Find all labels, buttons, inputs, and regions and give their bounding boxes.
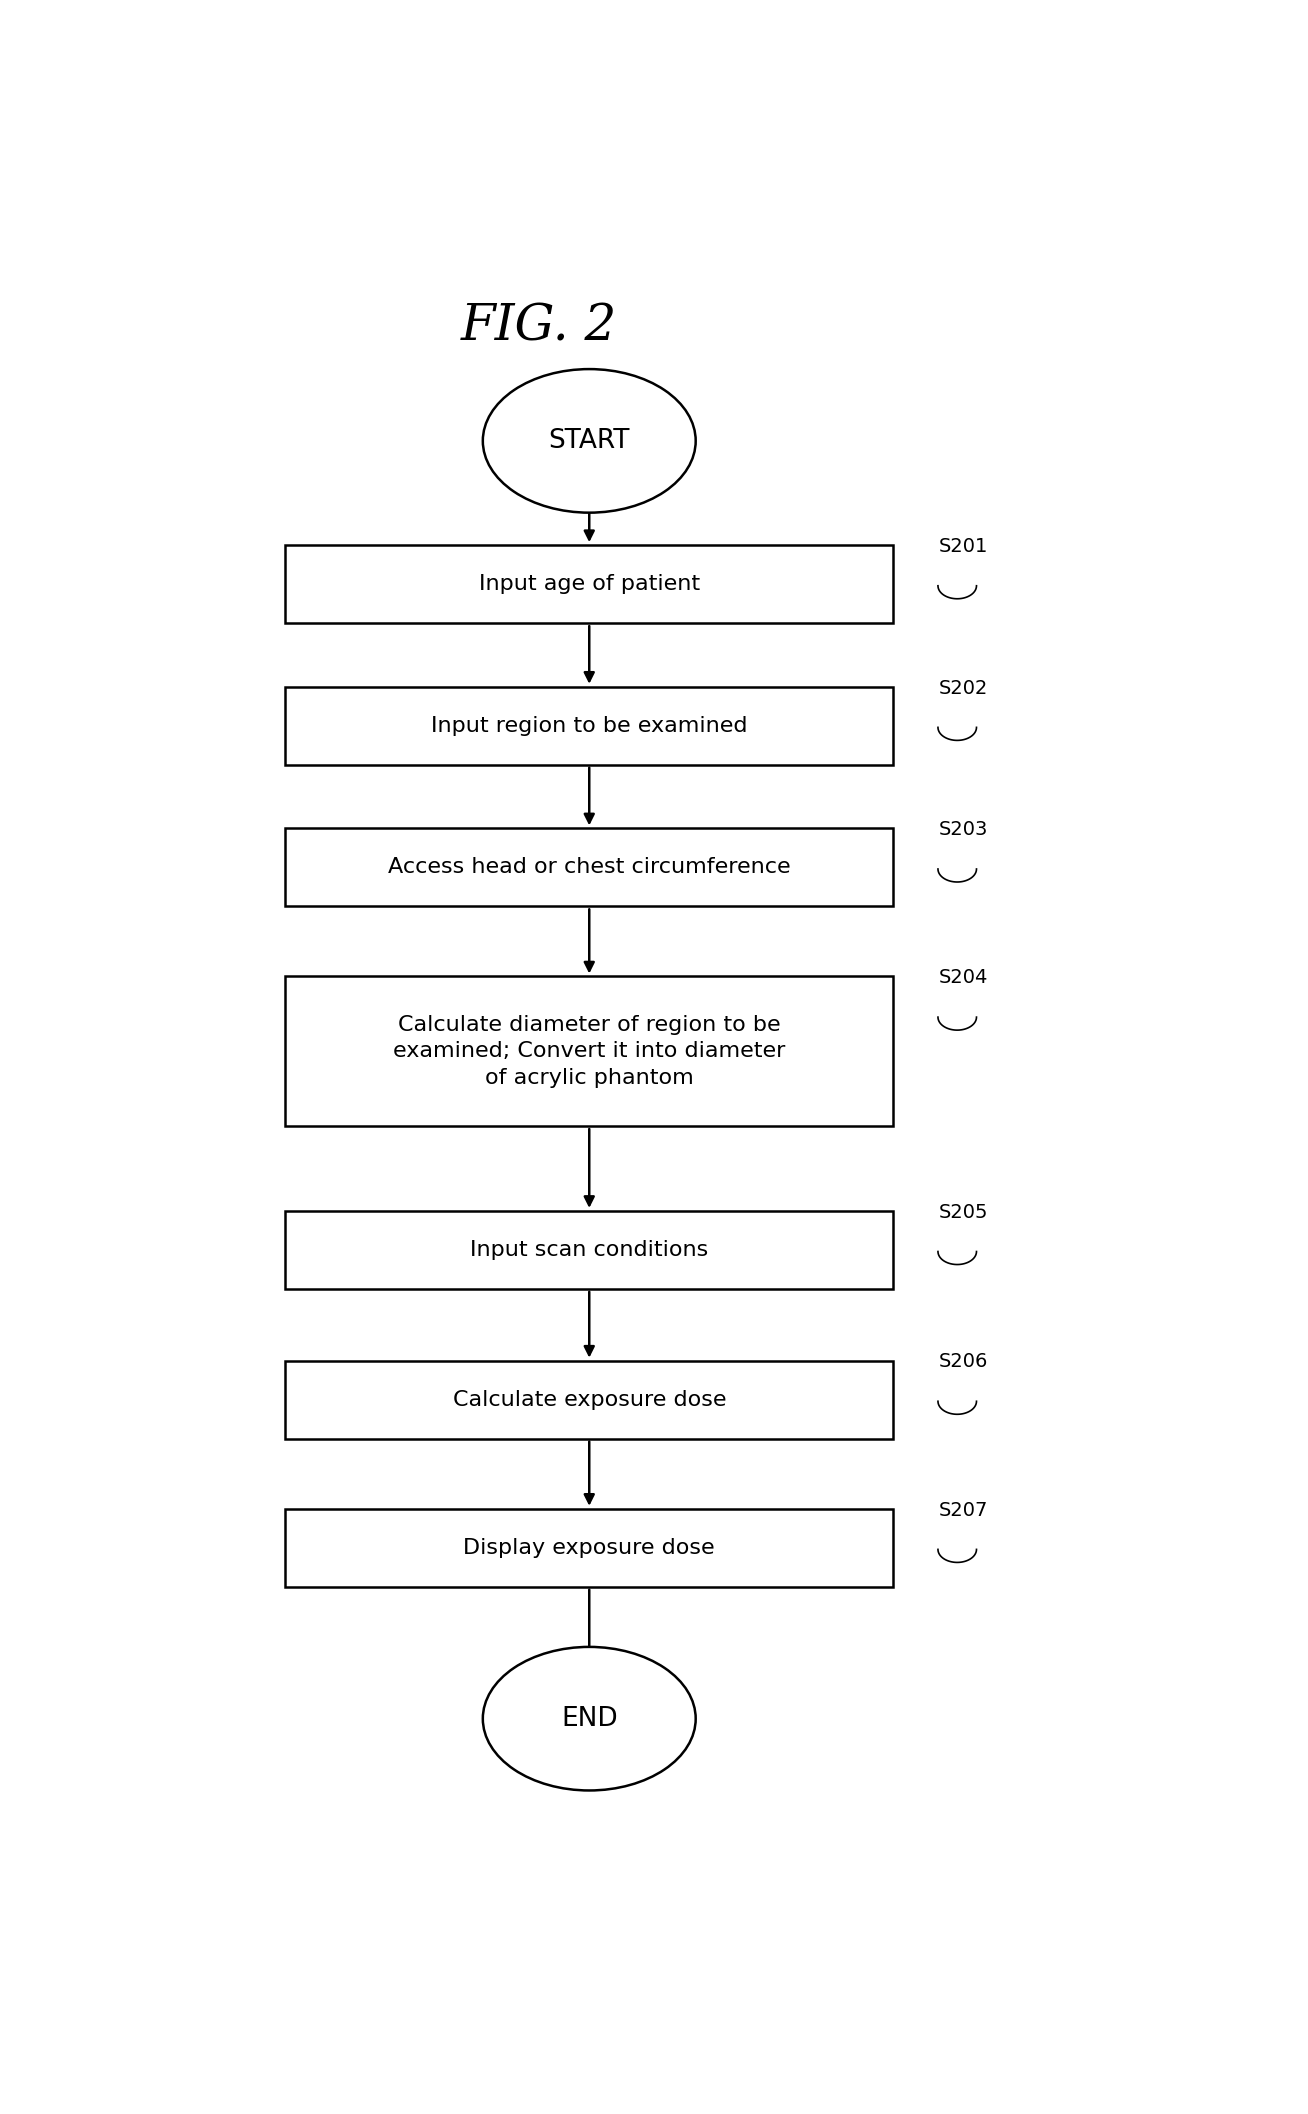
Text: S201: S201 xyxy=(939,537,989,556)
Text: S206: S206 xyxy=(939,1353,989,1372)
FancyBboxPatch shape xyxy=(285,545,893,624)
Text: Input scan conditions: Input scan conditions xyxy=(470,1241,709,1260)
Text: S203: S203 xyxy=(939,820,989,839)
FancyBboxPatch shape xyxy=(285,1509,893,1588)
Text: Input age of patient: Input age of patient xyxy=(479,575,700,594)
Text: Input region to be examined: Input region to be examined xyxy=(432,717,747,736)
Text: Access head or chest circumference: Access head or chest circumference xyxy=(388,858,790,877)
FancyBboxPatch shape xyxy=(285,1211,893,1290)
Text: Calculate exposure dose: Calculate exposure dose xyxy=(453,1389,726,1410)
Text: S202: S202 xyxy=(939,679,989,698)
Text: FIG. 2: FIG. 2 xyxy=(460,302,617,351)
FancyBboxPatch shape xyxy=(285,1361,893,1440)
Ellipse shape xyxy=(483,370,696,514)
Text: S205: S205 xyxy=(939,1203,989,1222)
Text: S204: S204 xyxy=(939,968,989,987)
Text: START: START xyxy=(548,427,630,455)
Text: S207: S207 xyxy=(939,1501,989,1520)
FancyBboxPatch shape xyxy=(285,829,893,907)
FancyBboxPatch shape xyxy=(285,977,893,1127)
FancyBboxPatch shape xyxy=(285,687,893,765)
Text: END: END xyxy=(561,1706,617,1731)
Ellipse shape xyxy=(483,1647,696,1791)
Text: Calculate diameter of region to be
examined; Convert it into diameter
of acrylic: Calculate diameter of region to be exami… xyxy=(394,1015,785,1089)
Text: Display exposure dose: Display exposure dose xyxy=(463,1537,715,1558)
